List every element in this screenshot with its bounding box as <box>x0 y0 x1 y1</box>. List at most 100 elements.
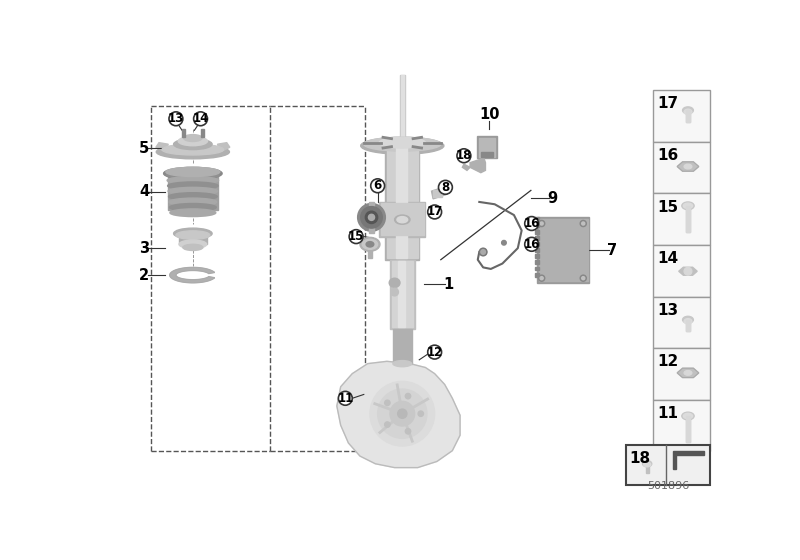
Ellipse shape <box>168 187 218 195</box>
Circle shape <box>538 275 545 281</box>
Text: 16: 16 <box>657 148 678 163</box>
Bar <box>537 217 590 283</box>
Text: 2: 2 <box>139 268 150 283</box>
Circle shape <box>390 402 414 426</box>
Ellipse shape <box>684 319 692 324</box>
Ellipse shape <box>162 144 224 155</box>
Bar <box>368 244 372 258</box>
Text: 12: 12 <box>657 354 678 370</box>
Text: 18: 18 <box>456 150 472 162</box>
Circle shape <box>481 250 486 254</box>
Bar <box>168 170 218 211</box>
Bar <box>654 245 710 297</box>
Text: 17: 17 <box>657 96 678 111</box>
Polygon shape <box>677 162 698 171</box>
Bar <box>538 219 588 281</box>
Bar <box>654 194 710 245</box>
Ellipse shape <box>176 231 210 239</box>
Ellipse shape <box>364 137 441 151</box>
Text: 14: 14 <box>192 113 209 125</box>
Text: 6: 6 <box>374 179 382 192</box>
Circle shape <box>540 222 543 225</box>
Bar <box>534 236 538 240</box>
Circle shape <box>428 205 442 219</box>
Bar <box>686 320 690 332</box>
Bar <box>478 138 495 156</box>
Bar <box>179 234 206 244</box>
Circle shape <box>194 112 207 126</box>
Circle shape <box>438 180 452 194</box>
Bar <box>393 329 411 363</box>
Text: 501896: 501896 <box>647 480 689 491</box>
Text: 5: 5 <box>139 141 150 156</box>
Ellipse shape <box>362 239 378 249</box>
Bar <box>534 273 538 277</box>
Ellipse shape <box>169 198 217 206</box>
Polygon shape <box>462 164 470 170</box>
Ellipse shape <box>358 203 386 231</box>
Bar <box>387 147 418 258</box>
Circle shape <box>418 411 423 417</box>
Circle shape <box>502 240 506 245</box>
Circle shape <box>538 221 545 227</box>
Ellipse shape <box>166 171 219 179</box>
Ellipse shape <box>174 228 212 239</box>
Circle shape <box>479 248 487 256</box>
Ellipse shape <box>682 412 694 420</box>
Text: 16: 16 <box>523 217 540 230</box>
Ellipse shape <box>393 361 411 367</box>
Bar <box>654 90 710 142</box>
Text: 11: 11 <box>337 392 354 405</box>
Circle shape <box>398 409 407 418</box>
Polygon shape <box>470 158 486 172</box>
Circle shape <box>370 381 434 446</box>
Circle shape <box>370 179 385 193</box>
Bar <box>686 320 690 332</box>
Ellipse shape <box>169 193 217 200</box>
Bar <box>390 260 414 329</box>
Bar <box>391 261 413 328</box>
Ellipse shape <box>178 137 207 146</box>
Bar <box>433 190 442 197</box>
Text: 12: 12 <box>426 346 442 358</box>
Text: 13: 13 <box>168 113 184 125</box>
Polygon shape <box>218 143 230 152</box>
Bar <box>386 146 419 260</box>
Text: 15: 15 <box>348 230 364 243</box>
Polygon shape <box>674 451 704 469</box>
Bar <box>201 129 204 137</box>
Ellipse shape <box>166 167 220 176</box>
Ellipse shape <box>369 214 374 221</box>
Ellipse shape <box>170 203 216 211</box>
Circle shape <box>582 277 585 280</box>
Text: 18: 18 <box>630 451 650 466</box>
Bar <box>686 110 690 122</box>
Ellipse shape <box>684 371 692 375</box>
Bar <box>686 416 690 442</box>
Circle shape <box>385 422 390 427</box>
Bar <box>534 217 538 221</box>
Ellipse shape <box>682 107 694 114</box>
Ellipse shape <box>168 182 218 190</box>
Bar <box>534 260 538 264</box>
Bar <box>534 248 538 252</box>
Bar <box>654 142 710 194</box>
Text: 9: 9 <box>547 190 558 206</box>
Circle shape <box>385 400 390 405</box>
Polygon shape <box>678 267 698 276</box>
Ellipse shape <box>390 288 398 296</box>
Circle shape <box>580 275 586 281</box>
Ellipse shape <box>683 203 693 208</box>
Ellipse shape <box>390 278 400 287</box>
Text: 8: 8 <box>442 181 450 194</box>
Text: 15: 15 <box>657 200 678 214</box>
Ellipse shape <box>361 137 444 154</box>
Circle shape <box>349 230 363 244</box>
Circle shape <box>406 394 410 399</box>
Circle shape <box>169 112 183 126</box>
Bar <box>477 137 497 158</box>
Ellipse shape <box>361 207 382 228</box>
Ellipse shape <box>174 139 212 150</box>
Text: 4: 4 <box>139 184 150 199</box>
Ellipse shape <box>379 137 426 148</box>
